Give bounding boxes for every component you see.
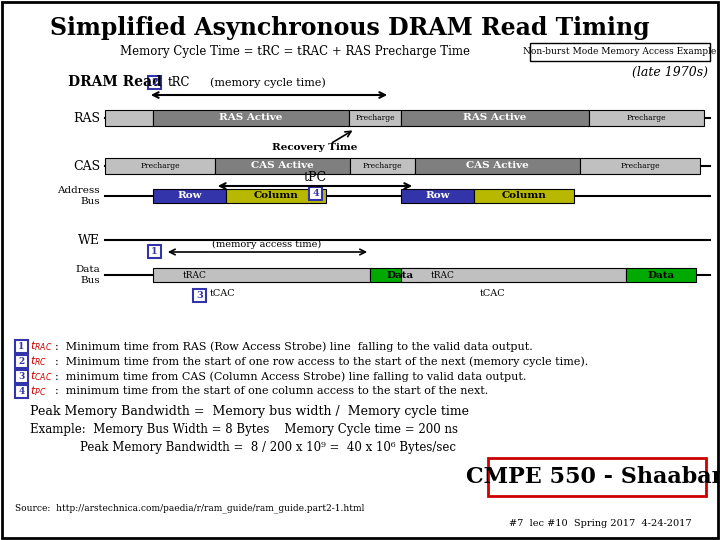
Bar bbox=[153, 110, 349, 126]
Text: Precharge: Precharge bbox=[620, 162, 660, 170]
Bar bbox=[401, 110, 589, 126]
Text: tRAC: tRAC bbox=[183, 271, 207, 280]
FancyBboxPatch shape bbox=[148, 245, 161, 258]
Text: :  minimum time from CAS (Column Access Strobe) line falling to valid data outpu: : minimum time from CAS (Column Access S… bbox=[55, 371, 526, 382]
Text: WE: WE bbox=[78, 233, 100, 246]
Text: tPC: tPC bbox=[303, 171, 327, 184]
FancyBboxPatch shape bbox=[530, 43, 710, 61]
Text: 4: 4 bbox=[19, 387, 24, 396]
Text: Precharge: Precharge bbox=[362, 162, 402, 170]
Bar bbox=[626, 268, 696, 282]
FancyBboxPatch shape bbox=[15, 355, 28, 368]
Bar bbox=[580, 158, 700, 174]
Bar bbox=[349, 110, 401, 126]
FancyBboxPatch shape bbox=[15, 370, 28, 383]
Text: Precharge: Precharge bbox=[355, 114, 395, 122]
Text: Source:  http://arstechnica.com/paedia/r/ram_guide/ram_guide.part2-1.html: Source: http://arstechnica.com/paedia/r/… bbox=[15, 503, 364, 513]
Bar bbox=[153, 268, 370, 282]
Text: $t_{CAC}$: $t_{CAC}$ bbox=[30, 369, 53, 383]
Text: (memory cycle time): (memory cycle time) bbox=[210, 78, 325, 88]
Text: Memory Cycle Time = tRC = tRAC + RAS Precharge Time: Memory Cycle Time = tRC = tRAC + RAS Pre… bbox=[120, 45, 470, 58]
Text: 1: 1 bbox=[151, 247, 158, 256]
Text: CAS Active: CAS Active bbox=[251, 161, 313, 171]
Text: Column: Column bbox=[502, 192, 546, 200]
Text: tRC: tRC bbox=[168, 77, 191, 90]
Text: $t_{PC}$: $t_{PC}$ bbox=[30, 384, 47, 399]
Text: CMPE 550 - Shaaban: CMPE 550 - Shaaban bbox=[466, 466, 720, 488]
Text: Peak Memory Bandwidth =  Memory bus width /  Memory cycle time: Peak Memory Bandwidth = Memory bus width… bbox=[30, 406, 469, 419]
Bar bbox=[370, 268, 430, 282]
FancyBboxPatch shape bbox=[309, 187, 322, 200]
Text: Column: Column bbox=[253, 192, 298, 200]
Text: Simplified Asynchronous DRAM Read Timing: Simplified Asynchronous DRAM Read Timing bbox=[50, 16, 650, 40]
FancyBboxPatch shape bbox=[148, 76, 161, 89]
Text: Row: Row bbox=[426, 192, 450, 200]
Text: 4: 4 bbox=[312, 189, 319, 198]
Text: Precharge: Precharge bbox=[140, 162, 180, 170]
Bar bbox=[226, 189, 326, 203]
Text: $t_{RAC}$: $t_{RAC}$ bbox=[30, 340, 53, 353]
Bar bbox=[350, 158, 415, 174]
Text: 3: 3 bbox=[196, 291, 203, 300]
Text: $t_{RC}$: $t_{RC}$ bbox=[30, 355, 48, 368]
Text: Precharge: Precharge bbox=[626, 114, 666, 122]
Text: Non-burst Mode Memory Access Example: Non-burst Mode Memory Access Example bbox=[523, 48, 716, 57]
Bar bbox=[589, 110, 704, 126]
Text: Data
Bus: Data Bus bbox=[76, 265, 100, 285]
Text: #7  lec #10  Spring 2017  4-24-2017: #7 lec #10 Spring 2017 4-24-2017 bbox=[509, 518, 691, 528]
Text: Recovery Time: Recovery Time bbox=[272, 144, 358, 152]
Text: Peak Memory Bandwidth =  8 / 200 x 10⁹ =  40 x 10⁶ Bytes/sec: Peak Memory Bandwidth = 8 / 200 x 10⁹ = … bbox=[80, 441, 456, 454]
Text: tCAC: tCAC bbox=[210, 289, 235, 299]
Text: RAS: RAS bbox=[73, 111, 100, 125]
Text: CAS: CAS bbox=[73, 159, 100, 172]
Bar bbox=[105, 158, 215, 174]
Text: Data: Data bbox=[387, 271, 413, 280]
Bar bbox=[153, 189, 226, 203]
Text: :  Minimum time from the start of one row access to the start of the next (memor: : Minimum time from the start of one row… bbox=[55, 356, 588, 367]
FancyBboxPatch shape bbox=[488, 458, 706, 496]
Text: :  minimum time from the start of one column access to the start of the next.: : minimum time from the start of one col… bbox=[55, 387, 488, 396]
Bar bbox=[474, 189, 574, 203]
Bar bbox=[415, 158, 580, 174]
Text: Address
Bus: Address Bus bbox=[58, 186, 100, 206]
Text: RAS Active: RAS Active bbox=[220, 113, 283, 123]
Bar bbox=[105, 110, 153, 126]
Text: 3: 3 bbox=[18, 372, 24, 381]
Text: (late 1970s): (late 1970s) bbox=[632, 65, 708, 78]
Text: Data: Data bbox=[647, 271, 675, 280]
Text: Row: Row bbox=[177, 192, 202, 200]
Text: :  Minimum time from RAS (Row Access Strobe) line  falling to the valid data out: : Minimum time from RAS (Row Access Stro… bbox=[55, 341, 533, 352]
FancyBboxPatch shape bbox=[15, 340, 28, 353]
Text: tRAC: tRAC bbox=[431, 271, 455, 280]
Text: 1: 1 bbox=[18, 342, 24, 351]
FancyBboxPatch shape bbox=[193, 289, 206, 302]
FancyBboxPatch shape bbox=[15, 385, 28, 398]
Text: 2: 2 bbox=[19, 357, 24, 366]
Bar bbox=[401, 268, 626, 282]
Text: Example:  Memory Bus Width = 8 Bytes    Memory Cycle time = 200 ns: Example: Memory Bus Width = 8 Bytes Memo… bbox=[30, 423, 458, 436]
Text: 2: 2 bbox=[151, 78, 158, 87]
Text: (memory access time): (memory access time) bbox=[212, 240, 322, 249]
Text: CAS Active: CAS Active bbox=[466, 161, 528, 171]
Text: tCAC: tCAC bbox=[480, 289, 505, 299]
Bar bbox=[215, 158, 350, 174]
Text: DRAM Read: DRAM Read bbox=[68, 75, 162, 89]
Bar bbox=[401, 189, 474, 203]
Text: RAS Active: RAS Active bbox=[463, 113, 527, 123]
